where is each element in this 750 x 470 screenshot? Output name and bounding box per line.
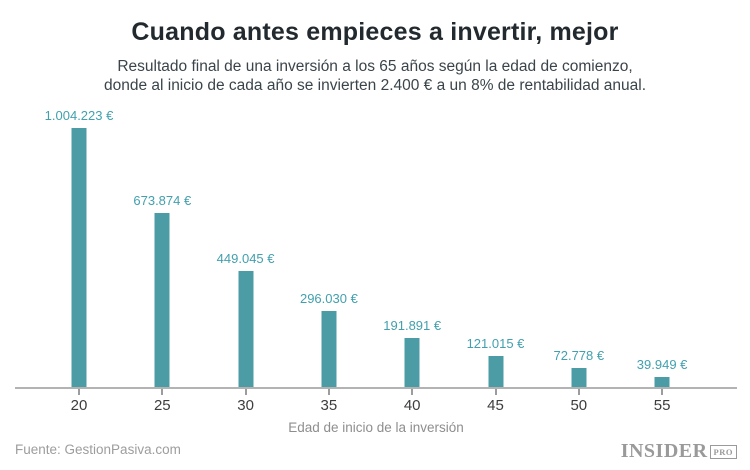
bar [238,271,254,387]
x-axis-tick-label: 35 [320,397,338,414]
chart-subtitle-line1: Resultado final de una inversión a los 6… [117,58,633,75]
bar-value-label: 449.045 € [216,251,275,266]
bar-value-label: 121.015 € [466,336,525,351]
source-note: Fuente: GestionPasiva.com [15,442,181,457]
bar-value-label: 673.874 € [133,193,192,208]
x-axis-tick-label: 45 [487,397,504,414]
x-axis-line [15,387,737,389]
bar [488,356,503,387]
bar [321,311,337,387]
x-axis-tick [494,389,497,395]
x-axis-tick [78,389,80,395]
bar [654,377,670,387]
chart-title: Cuando antes empieces a invertir, mejor [131,18,619,46]
plot-area: 1.004.223 € 673.874 € 449.045 € 296.030 € 19… [15,108,737,387]
x-axis-tick [161,389,164,395]
x-axis-tick-label: 25 [153,397,171,414]
bar [571,368,587,387]
logo-sub-text: PRO [709,444,737,459]
bar [71,128,87,387]
bar-value-label: 39.949 € [636,357,688,372]
bar-value-label: 191.891 € [383,318,442,333]
bar [154,213,170,387]
bar [404,338,420,387]
x-axis-tick-label: 20 [70,397,88,414]
bar-value-label: 1.004.223 € [44,108,114,123]
x-axis-tick [661,389,664,395]
bar-value-label: 296.030 € [299,291,358,306]
x-axis-tick [327,389,330,395]
x-axis-tick-label: 55 [653,397,671,414]
x-axis-tick-label: 50 [570,397,588,414]
x-axis-title: Edad de inicio de la inversión [288,420,464,435]
logo-main-text: INSIDER [620,440,708,462]
x-axis-tick [244,389,247,395]
insider-pro-logo: INSIDER PRO [621,440,737,463]
bar-value-label: 72.778 € [553,348,605,363]
x-axis-tick-label: 30 [237,397,254,414]
x-axis-tick [411,389,414,395]
x-axis-tick-label: 40 [403,397,421,414]
x-axis-tick [577,389,580,395]
chart-subtitle-line2: donde al inicio de cada año se invierten… [103,77,647,94]
chart-subtitle: Resultado final de una inversión a los 6… [0,57,750,95]
